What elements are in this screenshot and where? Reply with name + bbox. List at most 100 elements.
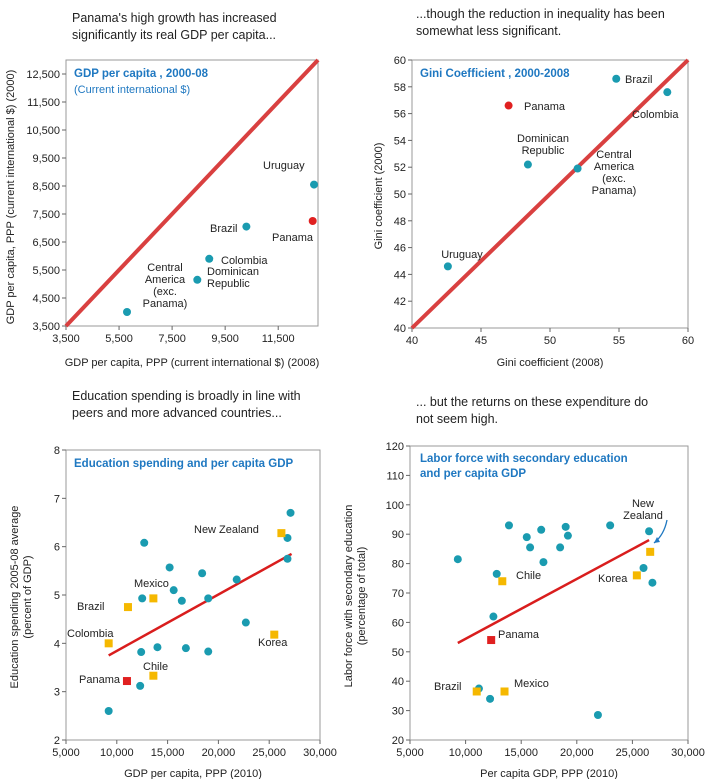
caption-line: somewhat less significant.	[416, 24, 562, 38]
point-label-line: Panama	[524, 101, 566, 113]
x-tick-label: 9,500	[211, 333, 239, 345]
data-point-square	[122, 677, 131, 686]
chart-title: Education spending and per capita GDP	[74, 458, 293, 470]
data-point-square	[498, 577, 507, 586]
x-tick-label: 15,000	[504, 747, 538, 759]
point-label-line: (exc.	[153, 286, 177, 298]
plot-frame	[65, 449, 321, 741]
data-point-square	[149, 594, 158, 603]
data-point-square	[123, 603, 132, 612]
x-tick-label: 5,500	[105, 333, 133, 345]
data-point	[308, 217, 317, 225]
point-label: Mexico	[134, 578, 169, 590]
y-tick-label: 9,500	[32, 153, 60, 165]
data-point	[205, 254, 214, 263]
data-point	[486, 694, 495, 703]
point-label: Chile	[143, 661, 168, 673]
y-tick-label: 80	[392, 559, 404, 571]
x-tick-label: 55	[613, 335, 625, 347]
y-axis-title: Labor force with secondary education(per…	[343, 505, 368, 688]
point-label-line: America	[145, 274, 186, 286]
data-point	[645, 527, 654, 536]
y-tick-label: 12,500	[26, 69, 60, 81]
y-axis-title: Education spending 2005-08 average(perce…	[9, 506, 34, 689]
data-point	[242, 222, 251, 231]
y-tick-label: 40	[394, 323, 406, 335]
data-point-square	[104, 639, 113, 648]
data-point	[593, 711, 602, 720]
y-tick-label: 4,500	[32, 293, 60, 305]
data-point	[504, 101, 513, 110]
point-label-line: Korea	[598, 573, 628, 585]
point-label-line: Panama	[272, 232, 314, 244]
data-point	[241, 618, 250, 627]
point-label: Brazil	[210, 223, 238, 235]
point-label-line: Brazil	[625, 74, 653, 86]
x-axis-title: GDP per capita, PPP (2010)	[124, 768, 262, 779]
point-label-line: Brazil	[77, 601, 105, 613]
data-point-square	[500, 687, 509, 696]
y-tick-label: 4	[54, 638, 60, 650]
point-label-line: New	[632, 498, 654, 510]
reference-45-line	[410, 58, 690, 330]
caption-line: ... but the returns on these expenditure…	[416, 395, 649, 409]
data-point	[177, 596, 186, 605]
y-tick-label: 30	[392, 706, 404, 718]
y-axis-title-line: Education spending 2005-08 average	[9, 506, 21, 689]
y-tick-label: 58	[394, 82, 406, 94]
data-point	[537, 525, 546, 534]
point-label: Brazil	[434, 681, 462, 693]
data-point-square	[487, 636, 496, 645]
point-label-line: Central	[596, 149, 631, 161]
data-point	[165, 563, 174, 572]
point-label-line: Colombia	[67, 628, 114, 640]
point-label-line: Panama	[498, 629, 540, 641]
chart-title: GDP per capita , 2000-08	[74, 68, 209, 80]
point-label: Panama	[272, 232, 314, 244]
point-label: Korea	[258, 637, 288, 649]
y-tick-label: 20	[392, 735, 404, 747]
caption-line: Education spending is broadly in line wi…	[72, 389, 301, 403]
data-point	[489, 612, 498, 621]
y-tick-label: 54	[394, 135, 406, 147]
data-point	[283, 554, 292, 563]
y-axis-title-line: (percentage of total)	[356, 547, 368, 645]
data-point	[136, 681, 145, 690]
point-label: Panama	[498, 629, 540, 641]
point-label-line: Brazil	[210, 223, 238, 235]
data-point	[526, 543, 535, 552]
x-tick-label: 30,000	[303, 747, 337, 759]
point-label-line: Chile	[516, 570, 541, 582]
y-tick-label: 42	[394, 296, 406, 308]
point-label-line: Uruguay	[263, 160, 305, 172]
y-tick-label: 60	[392, 617, 404, 629]
x-tick-label: 25,000	[252, 747, 286, 759]
point-label-line: Panama)	[143, 298, 188, 310]
x-tick-label: 3,500	[52, 333, 80, 345]
data-point	[523, 160, 532, 169]
data-point	[310, 180, 319, 189]
y-tick-label: 5,500	[32, 265, 60, 277]
y-axis-title-line: Labor force with secondary education	[343, 505, 355, 688]
callout-arrowhead	[654, 537, 660, 543]
x-axis-title: Per capita GDP, PPP (2010)	[480, 768, 618, 779]
chart-subtitle: (Current international $)	[74, 84, 190, 96]
data-point	[232, 575, 241, 584]
y-tick-label: 56	[394, 109, 406, 121]
data-point	[204, 594, 213, 603]
y-tick-label: 8,500	[32, 181, 60, 193]
y-tick-label: 3,500	[32, 321, 60, 333]
point-label: Uruguay	[263, 160, 305, 172]
data-point	[286, 508, 295, 517]
data-point-square	[472, 687, 481, 696]
point-label: Uruguay	[441, 249, 483, 261]
data-point	[193, 275, 202, 284]
data-point	[648, 578, 657, 587]
point-label-line: Colombia	[221, 255, 268, 267]
point-label: Colombia	[632, 109, 679, 121]
data-point-square	[632, 571, 641, 580]
data-point	[137, 648, 146, 657]
data-point	[556, 543, 565, 552]
point-label: Korea	[598, 573, 628, 585]
